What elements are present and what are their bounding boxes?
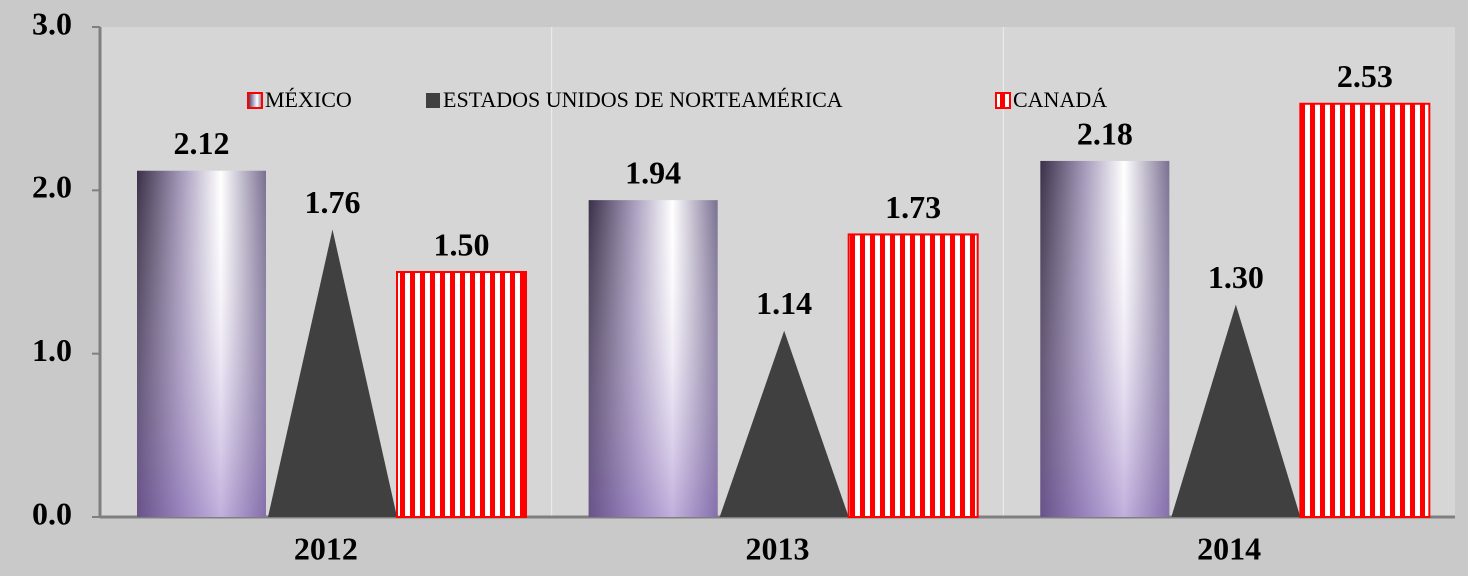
legend-marker xyxy=(426,93,440,108)
triangle xyxy=(719,330,849,517)
bar xyxy=(847,233,979,519)
data-label: 1.50 xyxy=(434,226,490,262)
legend-marker xyxy=(247,92,263,109)
y-tick-label: 1.0 xyxy=(32,332,72,368)
bar xyxy=(396,271,527,518)
data-label: 1.73 xyxy=(885,189,941,225)
bar-shade xyxy=(1040,160,1170,517)
legend-marker xyxy=(995,92,1011,109)
bar-shade xyxy=(588,200,718,517)
legend-label: ESTADOS UNIDOS DE NORTEAMÉRICA xyxy=(443,87,843,112)
data-label: 1.14 xyxy=(756,285,812,321)
data-label: 1.76 xyxy=(305,184,361,220)
y-tick-label: 2.0 xyxy=(32,169,72,205)
legend-label: CANADÁ xyxy=(1013,87,1107,112)
triangle xyxy=(1171,304,1301,517)
data-label: 1.30 xyxy=(1208,259,1264,295)
x-tick-label: 2013 xyxy=(746,530,810,566)
data-label: 2.12 xyxy=(174,125,230,161)
triangle xyxy=(268,229,397,518)
data-label: 2.53 xyxy=(1337,58,1393,94)
x-tick-label: 2014 xyxy=(1197,530,1261,566)
bar-shade xyxy=(137,170,266,517)
data-label: 1.94 xyxy=(625,154,681,190)
bar xyxy=(1299,102,1431,519)
data-label: 2.18 xyxy=(1077,115,1133,151)
y-tick-label: 0.0 xyxy=(32,495,72,531)
legend-label: MÉXICO xyxy=(265,87,352,112)
x-tick-label: 2012 xyxy=(294,530,358,566)
y-tick-label: 3.0 xyxy=(32,5,72,41)
